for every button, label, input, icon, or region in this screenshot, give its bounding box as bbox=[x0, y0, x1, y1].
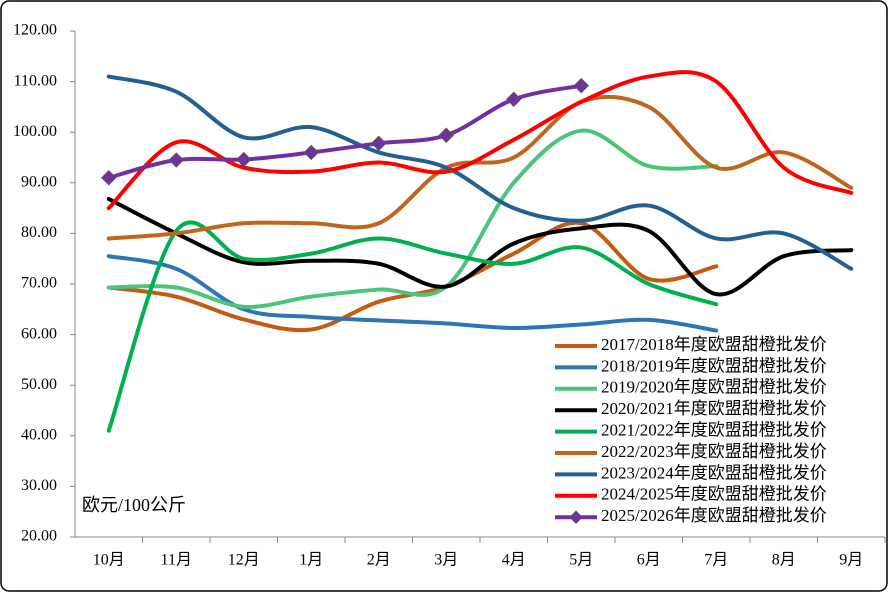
point-marker bbox=[303, 144, 319, 161]
y-tick-label: 80.00 bbox=[21, 224, 57, 241]
legend-label: 2022/2023年度欧盟甜橙批发价 bbox=[601, 442, 827, 461]
legend-label: 2017/2018年度欧盟甜橙批发价 bbox=[601, 335, 827, 354]
y-tick-label: 70.00 bbox=[21, 275, 57, 292]
x-tick-label: 7月 bbox=[704, 552, 728, 569]
x-tick-label: 6月 bbox=[637, 552, 661, 569]
x-tick-label: 5月 bbox=[569, 552, 593, 569]
y-tick-label: 110.00 bbox=[14, 72, 57, 89]
y-axis-label: 欧元/100公斤 bbox=[82, 495, 186, 515]
legend-label: 2020/2021年度欧盟甜橙批发价 bbox=[601, 399, 827, 418]
x-tick-label: 1月 bbox=[299, 552, 323, 569]
series-line bbox=[106, 70, 854, 211]
legend-label: 2021/2022年度欧盟甜橙批发价 bbox=[601, 421, 827, 440]
x-tick-label: 9月 bbox=[839, 552, 863, 569]
point-marker bbox=[101, 170, 117, 186]
x-tick-label: 2月 bbox=[367, 552, 391, 569]
x-tick-label: 10月 bbox=[93, 552, 125, 569]
x-tick-label: 4月 bbox=[502, 552, 526, 569]
y-tick-label: 50.00 bbox=[21, 376, 57, 393]
y-tick-label: 90.00 bbox=[21, 173, 57, 190]
x-tick-label: 11月 bbox=[161, 552, 192, 569]
legend-marker bbox=[569, 510, 583, 524]
y-tick-label: 40.00 bbox=[21, 426, 57, 443]
y-tick-label: 30.00 bbox=[21, 477, 57, 494]
legend-label: 2025/2026年度欧盟甜橙批发价 bbox=[601, 506, 827, 525]
point-marker bbox=[371, 135, 387, 152]
x-tick-label: 12月 bbox=[228, 552, 260, 569]
point-marker bbox=[573, 77, 589, 94]
point-marker bbox=[506, 91, 522, 108]
legend-label: 2024/2025年度欧盟甜橙批发价 bbox=[601, 485, 827, 504]
y-tick-label: 20.00 bbox=[21, 528, 57, 545]
y-tick-label: 60.00 bbox=[21, 325, 57, 342]
series-line bbox=[106, 128, 719, 309]
series-line bbox=[106, 74, 854, 271]
series-line bbox=[106, 220, 719, 433]
y-tick-label: 100.00 bbox=[13, 123, 57, 140]
legend-label: 2018/2019年度欧盟甜橙批发价 bbox=[601, 356, 827, 375]
series-line bbox=[106, 254, 719, 333]
series-line bbox=[106, 94, 854, 241]
point-marker bbox=[236, 151, 252, 168]
point-marker bbox=[168, 152, 184, 168]
legend-label: 2023/2024年度欧盟甜橙批发价 bbox=[601, 463, 827, 482]
point-marker bbox=[438, 127, 454, 143]
legend-label: 2019/2020年度欧盟甜橙批发价 bbox=[601, 378, 827, 397]
x-tick-label: 3月 bbox=[434, 552, 458, 569]
series-line bbox=[106, 196, 854, 297]
x-tick-label: 8月 bbox=[772, 552, 796, 569]
y-tick-label: 120.00 bbox=[13, 22, 57, 39]
